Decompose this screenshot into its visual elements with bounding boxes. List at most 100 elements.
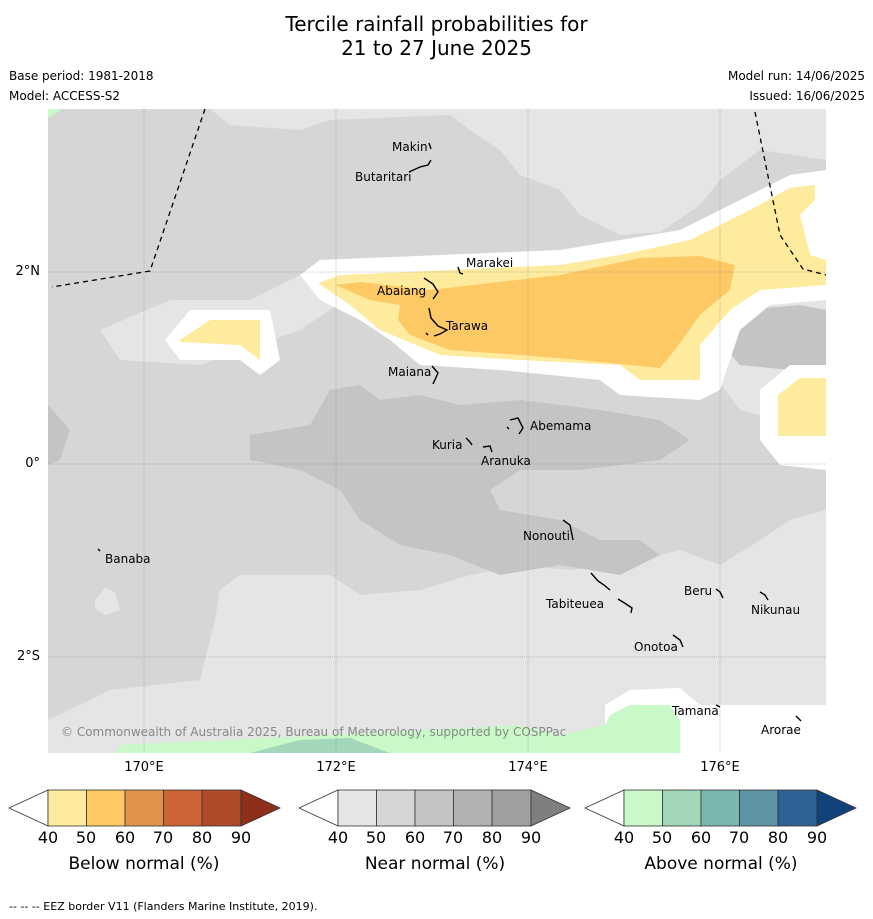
cb-below-tick-70: 70 [152, 828, 174, 847]
colorbar-below-min [8, 789, 49, 827]
label-maiana: Maiana [388, 365, 431, 379]
colorbar-below-80 [201, 789, 242, 827]
label-makin: Makin [392, 140, 428, 154]
lat-label-2s: 2°S [16, 649, 40, 664]
cb-below-tick-60: 60 [114, 828, 136, 847]
island-kuria [465, 437, 473, 446]
colorbar-near-60 [414, 789, 454, 827]
meta-left: Base period: 1981-2018 Model: ACCESS-S2 [9, 66, 154, 106]
label-arorae: Arorae [761, 723, 801, 737]
cb-near-tick-50: 50 [365, 828, 387, 847]
map-title: Tercile rainfall probabilities for 21 to… [0, 12, 873, 60]
island-tarawa [428, 307, 449, 337]
island-tarawa-tip [425, 332, 429, 336]
above-normal-50-south [250, 738, 390, 753]
island-labels: Makin Butaritari Marakei Abaiang Tarawa … [105, 140, 801, 737]
cb-near-tick-80: 80 [481, 828, 503, 847]
island-onotoa [672, 634, 684, 648]
island-maiana [431, 365, 439, 385]
cb-below-tick-90: 90 [230, 828, 252, 847]
cb-below-tick-40: 40 [37, 828, 59, 847]
island-nikunau [759, 591, 769, 601]
footnote-eez: -- -- -- EEZ border V11 (Flanders Marine… [9, 900, 318, 913]
island-arorae [795, 715, 802, 722]
issued-date: Issued: 16/06/2025 [749, 89, 865, 103]
island-marakei [457, 266, 464, 275]
lat-label-0: 0° [25, 456, 40, 471]
lon-label-170e: 170°E [124, 760, 164, 775]
island-butaritari [408, 159, 432, 173]
island-abemama [509, 417, 524, 435]
island-tamana [715, 704, 721, 708]
cb-above-tick-50: 50 [651, 828, 673, 847]
cb-above-tick-60: 60 [690, 828, 712, 847]
colorbar-near-max [530, 789, 571, 827]
map-fill: Makin Butaritari Marakei Abaiang Tarawa … [48, 109, 826, 753]
island-nonouti [562, 519, 574, 541]
near-normal-40-top [48, 109, 826, 235]
cb-above-tick-80: 80 [767, 828, 789, 847]
below-normal-40-east [778, 378, 826, 436]
colorbar-near-80 [491, 789, 532, 827]
colorbar-above-40 [623, 789, 663, 827]
cb-above-tick-90: 90 [806, 828, 828, 847]
island-aranuka [482, 445, 493, 453]
label-abaiang: Abaiang [377, 284, 426, 298]
colorbar-above [584, 789, 857, 827]
label-tamana: Tamana [671, 704, 719, 718]
cb-below-tick-80: 80 [191, 828, 213, 847]
cb-below-tick-50: 50 [75, 828, 97, 847]
label-aranuka: Aranuka [481, 454, 531, 468]
colorbar-below-70 [163, 789, 203, 827]
title-line-2: 21 to 27 June 2025 [341, 36, 532, 60]
colorbar-below-60 [124, 789, 164, 827]
meta-right: Model run: 14/06/2025 Issued: 16/06/2025 [728, 66, 865, 106]
colorbar-below-label: Below normal (%) [68, 854, 220, 874]
near-normal-40-banaba [95, 588, 120, 615]
colorbar-near-50 [376, 789, 416, 827]
above-normal-40-corner [48, 109, 62, 118]
island-tabiteuea-north [590, 572, 611, 591]
colorbar-near [298, 789, 571, 827]
cb-near-tick-60: 60 [404, 828, 426, 847]
colorbar-near-label: Near normal (%) [364, 854, 506, 874]
near-normal-50-band [250, 385, 690, 575]
island-beru [715, 588, 724, 599]
colorbar-near-min [298, 789, 339, 827]
lat-label-2n: 2°N [15, 264, 41, 279]
colorbar-above-60 [700, 789, 740, 827]
below-normal-50-main [335, 256, 735, 368]
colorbar-above-70 [739, 789, 779, 827]
lon-label-174e: 174°E [508, 760, 548, 775]
colorbar-above-min [584, 789, 625, 827]
label-butaritari: Butaritari [355, 170, 412, 184]
eez-border-east [754, 111, 826, 276]
cb-above-tick-40: 40 [613, 828, 635, 847]
colorbar-near-40 [337, 789, 377, 827]
colorbar-above-80 [777, 789, 818, 827]
colorbar-above-label: Above normal (%) [644, 854, 798, 874]
near-normal-50-west [48, 405, 70, 465]
island-banaba [97, 548, 101, 552]
cb-near-tick-70: 70 [442, 828, 464, 847]
label-onotoa: Onotoa [634, 640, 678, 654]
island-tabiteuea-south [617, 598, 633, 614]
island-makin [428, 142, 432, 150]
label-nonouti: Nonouti [523, 529, 570, 543]
label-tarawa: Tarawa [445, 319, 488, 333]
colorbar-below-max [240, 789, 281, 827]
model-name: Model: ACCESS-S2 [9, 89, 121, 103]
cb-near-tick-40: 40 [327, 828, 349, 847]
gridlines [48, 109, 826, 753]
colorbar-above-max [816, 789, 857, 827]
colorbar-below-40 [47, 789, 87, 827]
colorbar-above-50 [662, 789, 702, 827]
label-abemama: Abemama [530, 419, 591, 433]
label-banaba: Banaba [105, 552, 151, 566]
model-run: Model run: 14/06/2025 [727, 69, 865, 83]
eez-border [51, 109, 826, 288]
island-abaiang [423, 277, 439, 300]
label-marakei: Marakei [466, 256, 513, 270]
label-nikunau: Nikunau [751, 603, 800, 617]
